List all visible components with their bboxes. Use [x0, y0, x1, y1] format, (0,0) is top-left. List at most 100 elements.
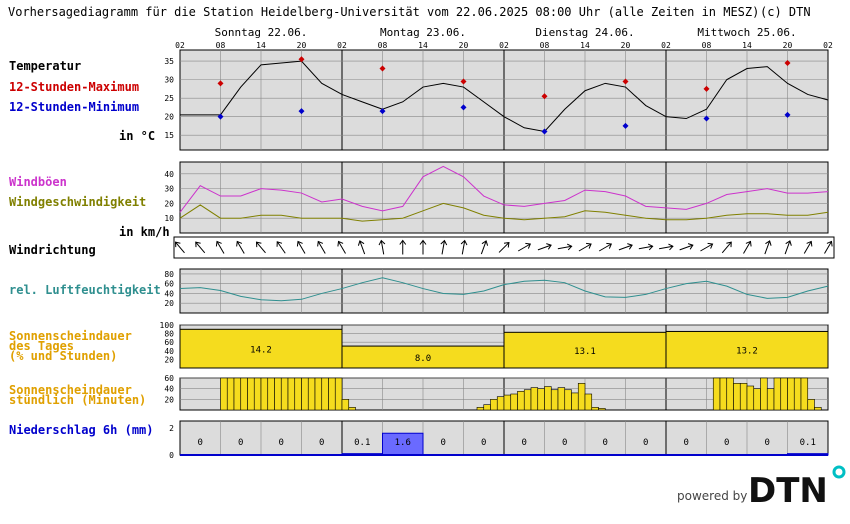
hourly-sunshine-bar	[240, 377, 248, 411]
hourly-sunshine-bar	[733, 383, 741, 411]
label-windgeschwindigkeit: Windgeschwindigkeit	[9, 195, 146, 209]
wind-direction-arrow	[721, 241, 732, 254]
humidity-tick-label: 20	[164, 299, 174, 308]
wind-direction-arrow	[764, 240, 772, 255]
daily-sunshine-bar	[665, 330, 829, 369]
min-temp-point	[217, 113, 224, 120]
wind-direction-arrow	[824, 240, 833, 254]
precipitation-label: 0	[441, 438, 446, 448]
wind-tick-label: 30	[164, 185, 174, 194]
max-temp-point	[217, 80, 224, 87]
hourly-sunshine-bar	[287, 377, 296, 411]
hour-tick-label: 08	[378, 41, 388, 50]
hour-tick-label: 02	[823, 41, 833, 50]
wind-direction-arrow	[480, 240, 489, 255]
hourly-sunshine-bar	[591, 407, 599, 411]
temperature-tick-label: 35	[164, 57, 174, 66]
daily-sunshine-label: 14.2	[250, 346, 272, 356]
daily-sunshine-bar	[179, 328, 343, 369]
hourly-sunshine-bar	[517, 391, 525, 411]
precipitation-label: 0	[684, 438, 689, 448]
hourly-sunshine-bar	[314, 377, 323, 411]
hourly-sunshine-bar	[584, 393, 593, 411]
hourly-sunshine-bar	[814, 407, 822, 411]
hourly-sunshine-tick-label: 20	[164, 395, 174, 404]
precipitation-label: 0.1	[800, 438, 816, 448]
wind-tick-label: 40	[164, 170, 174, 179]
hourly-sunshine-bar	[490, 399, 498, 411]
hourly-sunshine-bar	[550, 389, 559, 411]
max-temp-point	[703, 85, 710, 92]
hour-tick-label: 02	[337, 41, 347, 50]
wind-direction-arrow	[578, 242, 592, 252]
wind-direction-arrow	[378, 239, 386, 255]
precipitation-label: 0	[724, 438, 729, 448]
hourly-sunshine-bar	[328, 377, 336, 411]
wind-direction-arrow	[517, 242, 532, 252]
hourly-sunshine-bar	[233, 377, 242, 411]
min-temp-point	[379, 108, 386, 115]
daily-sunshine-tick-label: 40	[164, 347, 174, 356]
wind-direction-arrow	[537, 243, 552, 251]
hour-tick-label: 08	[216, 41, 226, 50]
day-label: Sonntag 22.06.	[215, 26, 308, 39]
hourly-sunshine-bar	[280, 377, 289, 411]
wind-direction-arrow	[557, 243, 573, 251]
wind-direction-arrow	[174, 241, 185, 254]
wind-direction-arrow	[618, 243, 633, 251]
day-label: Mittwoch 25.06.	[697, 26, 796, 39]
hourly-sunshine-bar	[564, 389, 572, 411]
label-sonne-tag-2: des Tages	[9, 339, 74, 353]
wind-direction-arrow	[803, 240, 813, 254]
daily-sunshine-tick-label: 60	[164, 338, 174, 347]
hourly-sunshine-bar	[267, 377, 275, 411]
precipitation-label: 0	[481, 438, 486, 448]
hourly-sunshine-bar	[247, 377, 255, 411]
label-temperatur: Temperatur	[9, 59, 81, 73]
hourly-sunshine-bar	[571, 392, 579, 411]
label-sonne-tag-1: Sonnenscheindauer	[9, 329, 132, 343]
temperature-line	[180, 60, 829, 133]
hourly-sunshine-bar	[253, 377, 262, 411]
powered-by: powered by	[677, 489, 747, 503]
precipitation-tick-label: 0	[169, 451, 174, 460]
hourly-sunshine-bar	[334, 377, 343, 411]
max-temp-point	[622, 78, 629, 85]
hourly-sunshine-bar	[807, 399, 815, 411]
hourly-sunshine-bar	[307, 377, 316, 411]
chart-title: Vorhersagediagramm für die Station Heide…	[8, 5, 759, 19]
precipitation-label: 0	[643, 438, 648, 448]
hour-tick-label: 14	[742, 41, 752, 50]
wind-direction-arrow	[276, 241, 286, 254]
wind-direction-arrow	[700, 242, 714, 252]
hourly-sunshine-bar	[753, 388, 761, 411]
hourly-sunshine-bar	[544, 386, 552, 411]
label-12h-max: 12-Stunden-Maximum	[9, 80, 139, 94]
wind-direction-arrow	[215, 240, 225, 254]
hourly-sunshine-bar	[537, 388, 545, 411]
wind-direction-arrow	[498, 241, 510, 253]
hourly-sunshine-bar	[260, 377, 269, 411]
hourly-sunshine-bar	[719, 377, 728, 411]
daily-sunshine-tick-label: 100	[160, 321, 175, 330]
hourly-sunshine-bar	[341, 399, 350, 411]
wind-direction-arrow	[743, 240, 752, 254]
wind-direction-arrow	[317, 240, 326, 254]
hourly-sunshine-bar	[760, 377, 768, 411]
wind-direction-arrow	[638, 243, 654, 251]
label-sonne-std-2: stündlich (Minuten)	[9, 393, 146, 407]
hourly-sunshine-bar	[301, 377, 309, 411]
wind-direction-arrow	[784, 240, 792, 255]
hourly-sunshine-bar	[503, 394, 512, 411]
temperature-tick-label: 20	[164, 113, 174, 122]
label-windboeen: Windböen	[9, 175, 67, 189]
dtn-logo-dot	[832, 465, 846, 479]
wind-direction-arrow	[440, 239, 448, 255]
hour-tick-label: 08	[702, 41, 712, 50]
hourly-sunshine-bar	[294, 377, 302, 411]
wind-direction-arrow	[296, 240, 306, 254]
humidity-tick-label: 40	[164, 289, 174, 298]
hourly-sunshine-bar	[787, 377, 795, 411]
hourly-sunshine-tick-label: 60	[164, 374, 174, 383]
max-temp-point	[541, 93, 548, 100]
